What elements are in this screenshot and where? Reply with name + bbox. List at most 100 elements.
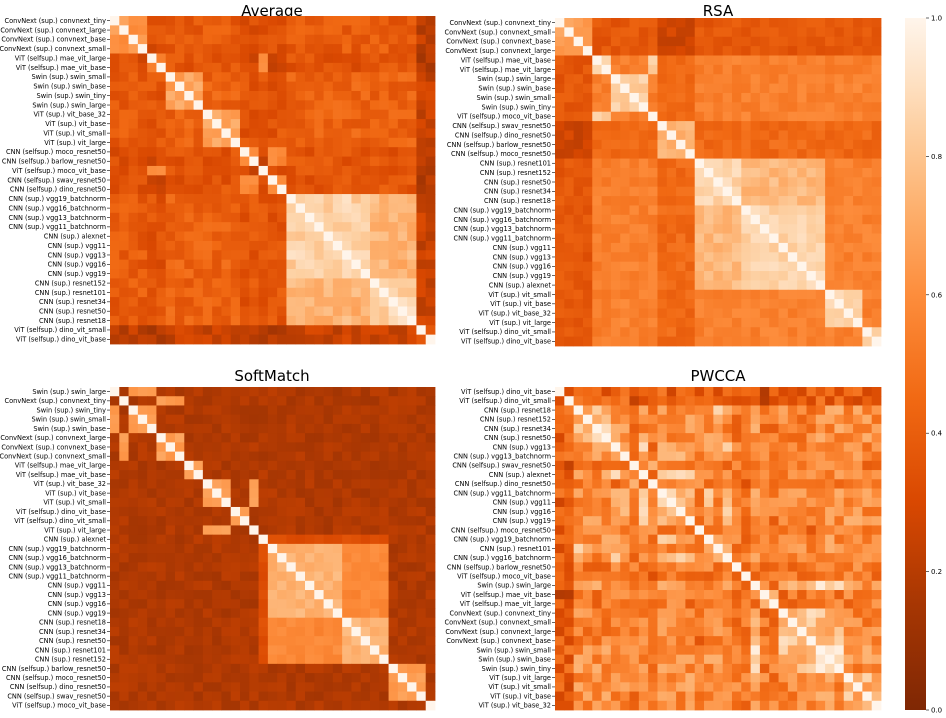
heatmap-cell: [416, 562, 427, 572]
heatmap-cell: [620, 167, 630, 178]
heatmap-cell: [425, 325, 436, 336]
heatmap-cell: [240, 571, 250, 582]
heatmap-cell: [305, 682, 315, 692]
heatmap-cell: [825, 433, 835, 443]
heatmap-cell: [165, 442, 176, 452]
heatmap-cell: [267, 599, 278, 609]
heatmap-cell: [843, 626, 854, 637]
heatmap-cell: [249, 534, 259, 545]
heatmap-cell: [147, 645, 157, 656]
heatmap-cell: [212, 315, 222, 326]
heatmap-cell: [676, 405, 686, 416]
heatmap-cell: [332, 81, 343, 92]
heatmap-cell: [834, 299, 845, 309]
heatmap-cell: [267, 645, 278, 656]
heatmap-cell: [212, 673, 222, 683]
heatmap-cell: [834, 36, 845, 47]
row-label: ConvNext (sup.) convnext_tiny: [450, 19, 552, 27]
heatmap-cell: [825, 205, 835, 216]
heatmap-cell: [351, 470, 362, 480]
heatmap-cell: [620, 224, 630, 234]
heatmap-cell: [704, 92, 714, 103]
heatmap-cell: [342, 470, 352, 480]
heatmap-cell: [704, 299, 714, 309]
heatmap-cell: [564, 488, 575, 499]
heatmap-cell: [629, 196, 640, 206]
heatmap-cell: [314, 433, 324, 443]
heatmap-cell: [741, 289, 751, 300]
row-label: Swin (sup.) swin_base: [33, 425, 106, 433]
heatmap-cell: [240, 387, 250, 397]
heatmap-cell: [750, 636, 761, 646]
heatmap-cell: [713, 196, 724, 206]
heatmap-cell: [230, 156, 241, 167]
heatmap-cell: [722, 252, 733, 263]
heatmap-cell: [555, 562, 565, 572]
row-label: CNN (sup.) resnet34: [484, 188, 551, 196]
heatmap-cell: [425, 34, 436, 45]
heatmap-cell: [778, 18, 789, 28]
heatmap-cell: [286, 222, 297, 232]
heatmap-cell: [407, 222, 417, 232]
heatmap-cell: [342, 617, 352, 628]
heatmap-cell: [277, 90, 287, 101]
heatmap-cell: [648, 36, 658, 47]
heatmap-cell: [862, 46, 873, 56]
heatmap-cell: [397, 553, 408, 563]
heatmap-cell: [286, 72, 297, 82]
row-label: CNN (selfsup.) barlow_resnet50: [447, 141, 551, 149]
heatmap-cell: [110, 423, 120, 434]
heatmap-cell: [685, 327, 696, 338]
row-label: CNN (sup.) alexnet: [489, 281, 552, 289]
heatmap-cell: [193, 44, 204, 54]
heatmap-cell: [202, 240, 213, 251]
heatmap-cell: [212, 128, 222, 139]
heatmap-cell: [351, 137, 362, 148]
heatmap-cell: [295, 663, 306, 674]
heatmap-cell: [731, 553, 742, 563]
heatmap-cell: [610, 442, 621, 452]
heatmap-cell: [610, 102, 621, 113]
heatmap-cell: [638, 186, 649, 197]
heatmap-cell: [731, 252, 742, 263]
heatmap-cell: [332, 451, 343, 462]
heatmap-cell: [741, 242, 751, 253]
heatmap-cell: [212, 269, 222, 279]
heatmap-cell: [759, 663, 770, 674]
row-label: ConvNext (sup.) convnext_large: [0, 434, 106, 442]
heatmap-cell: [722, 196, 733, 206]
heatmap-cell: [184, 72, 194, 82]
heatmap-cell: [759, 121, 770, 131]
heatmap-cell: [147, 231, 157, 242]
heatmap-cell: [416, 506, 427, 517]
heatmap-cell: [388, 433, 399, 443]
heatmap-cell: [787, 460, 798, 471]
heatmap-cell: [629, 590, 640, 600]
heatmap-cell: [258, 231, 269, 242]
heatmap-cell: [110, 479, 120, 489]
heatmap-cell: [332, 128, 343, 139]
heatmap-cell: [193, 497, 204, 508]
heatmap-cell: [741, 336, 751, 347]
heatmap-cell: [128, 194, 139, 204]
heatmap-cell: [843, 460, 854, 471]
heatmap-cell: [175, 691, 185, 702]
heatmap-cell: [573, 617, 584, 628]
heatmap-cell: [221, 147, 232, 157]
heatmap-cell: [277, 580, 287, 591]
heatmap-cell: [731, 158, 742, 169]
heatmap-cell: [750, 534, 761, 545]
heatmap-cell: [360, 34, 371, 45]
heatmap-cell: [221, 497, 232, 508]
heatmap-cell: [165, 497, 176, 508]
heatmap-cell: [240, 497, 250, 508]
heatmap-cell: [750, 158, 761, 169]
heatmap-cell: [843, 645, 854, 656]
heatmap-cell: [713, 488, 724, 499]
heatmap-cell: [342, 663, 352, 674]
heatmap-cell: [156, 250, 167, 261]
heatmap-cell: [778, 516, 789, 526]
heatmap-cell: [425, 396, 436, 406]
heatmap-cell: [295, 497, 306, 508]
heatmap-cell: [295, 184, 306, 195]
